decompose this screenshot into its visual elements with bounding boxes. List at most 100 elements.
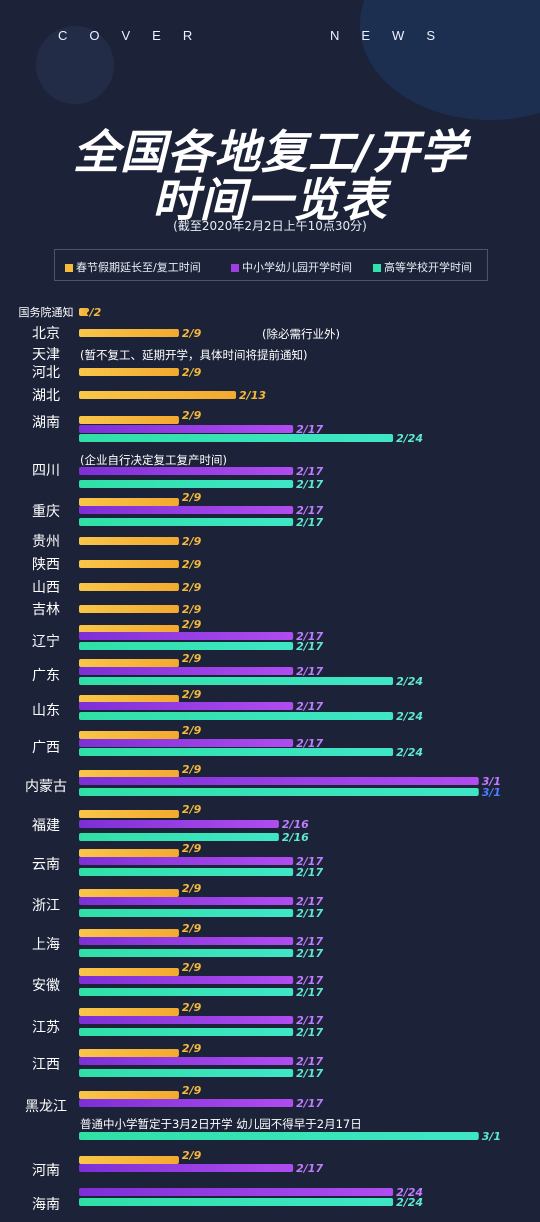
row-label: 海南 (32, 1197, 60, 1213)
college-bar (79, 1198, 394, 1206)
row-label: 山西 (32, 580, 60, 596)
college-bar (79, 1028, 294, 1036)
row-label: 陕西 (32, 557, 60, 573)
school-value-label: 2/17 (296, 423, 323, 436)
work-value-label: 2/9 (182, 1042, 202, 1055)
school-value-label: 2/17 (296, 1097, 323, 1110)
college-bar (79, 868, 294, 876)
work-value-label: 2/9 (182, 922, 202, 935)
work-value-label: 2/9 (182, 1084, 202, 1097)
school-value-label: 2/17 (296, 1055, 323, 1068)
work-bar (79, 308, 87, 316)
work-bar (79, 583, 179, 591)
work-value-label: 2/9 (182, 558, 202, 571)
work-value-label: 2/2 (82, 306, 102, 319)
work-value-label: 2/9 (182, 688, 202, 701)
work-value-label: 2/9 (182, 882, 202, 895)
college-bar (79, 833, 279, 841)
school-bar (79, 857, 294, 865)
legend-swatch-work (65, 264, 73, 272)
row-label: 山东 (32, 703, 60, 719)
row-label: 安徽 (32, 978, 60, 994)
school-bar (79, 739, 294, 747)
work-bar (79, 770, 179, 778)
college-bar (79, 434, 394, 442)
row-label: 河北 (32, 365, 60, 381)
row-label: 江西 (32, 1057, 60, 1073)
work-value-label: 2/9 (182, 618, 202, 631)
college-value-label: 2/17 (296, 1067, 323, 1080)
college-value-label: 2/24 (396, 746, 423, 759)
school-bar (79, 632, 294, 640)
school-bar (79, 667, 294, 675)
college-bar (79, 788, 479, 796)
work-value-label: 2/9 (182, 535, 202, 548)
college-bar (79, 1132, 479, 1140)
school-value-label: 2/17 (296, 737, 323, 750)
work-bar (79, 1049, 179, 1057)
school-value-label: 2/17 (296, 935, 323, 948)
work-bar (79, 929, 179, 937)
legend-swatch-school (231, 264, 239, 272)
school-value-label: 2/17 (296, 504, 323, 517)
school-bar (79, 777, 479, 785)
school-bar (79, 425, 294, 433)
row-label: 上海 (32, 937, 60, 953)
work-value-label: 2/9 (182, 961, 202, 974)
work-bar (79, 605, 179, 613)
work-bar (79, 368, 179, 376)
work-bar (79, 537, 179, 545)
work-bar (79, 1091, 179, 1099)
college-bar (79, 949, 294, 957)
brand-cover: COVER (58, 28, 215, 43)
college-bar (79, 748, 394, 756)
background-circle (36, 26, 114, 104)
college-value-label: 2/16 (282, 831, 309, 844)
work-value-label: 2/9 (182, 603, 202, 616)
work-value-label: 2/9 (182, 724, 202, 737)
college-bar (79, 988, 294, 996)
legend-swatch-college (373, 264, 381, 272)
work-bar (79, 391, 237, 399)
school-value-label: 2/17 (296, 1162, 323, 1175)
school-value-label: 2/17 (296, 895, 323, 908)
legend-label-school: 中小学幼儿园开学时间 (242, 261, 352, 274)
college-bar (79, 909, 294, 917)
school-value-label: 2/17 (296, 665, 323, 678)
work-value-label: 2/9 (182, 366, 202, 379)
row-label: 内蒙古 (25, 779, 67, 795)
work-bar (79, 560, 179, 568)
row-label: 四川 (32, 463, 60, 479)
row-label: 吉林 (32, 602, 60, 618)
work-value-label: 2/9 (182, 491, 202, 504)
school-value-label: 2/17 (296, 465, 323, 478)
work-bar (79, 968, 179, 976)
school-bar (79, 506, 294, 514)
work-bar (79, 810, 179, 818)
school-value-label: 2/17 (296, 1014, 323, 1027)
college-value-label: 2/24 (396, 432, 423, 445)
college-value-label: 3/1 (482, 786, 501, 799)
work-value-label: 2/9 (182, 1001, 202, 1014)
college-bar (79, 712, 394, 720)
row-label: 广东 (32, 668, 60, 684)
school-bar (79, 820, 279, 828)
college-bar (79, 480, 294, 488)
row-label: 湖南 (32, 415, 60, 431)
row-label: 广西 (32, 740, 60, 756)
header: COVER NEWS (0, 28, 540, 48)
college-value-label: 2/17 (296, 907, 323, 920)
school-bar (79, 1016, 294, 1024)
work-bar (79, 889, 179, 897)
work-value-label: 2/9 (182, 409, 202, 422)
work-bar (79, 416, 179, 424)
row-label: 福建 (32, 818, 60, 834)
work-value-label: 2/9 (182, 842, 202, 855)
work-bar (79, 329, 179, 337)
work-value-label: 2/9 (182, 1149, 202, 1162)
college-value-label: 2/17 (296, 516, 323, 529)
row-label: 重庆 (32, 504, 60, 520)
school-bar (79, 702, 294, 710)
